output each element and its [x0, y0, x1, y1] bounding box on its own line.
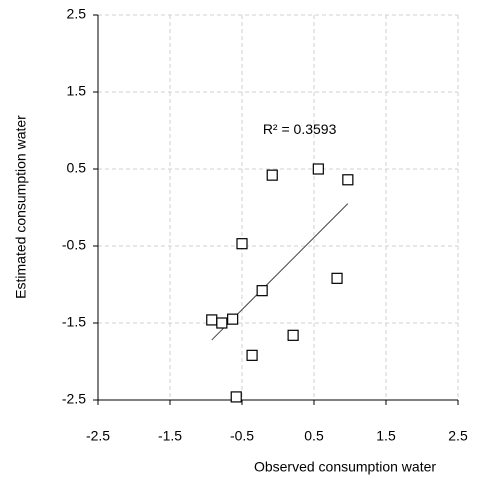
annotation: R² = 0.3593 — [263, 121, 337, 137]
marker — [216, 317, 228, 329]
y-axis-title: Estimated consumption water — [13, 115, 29, 299]
x-tick-label: 0.5 — [304, 428, 324, 444]
marker — [256, 285, 268, 297]
marker — [230, 391, 242, 403]
x-tick-label: -1.5 — [158, 428, 182, 444]
marker — [342, 174, 354, 186]
x-tick-label: -2.5 — [86, 428, 110, 444]
x-tick-label: -0.5 — [230, 428, 254, 444]
y-tick-label: 2.5 — [67, 6, 87, 22]
marker — [312, 163, 324, 175]
y-tick-label: 0.5 — [67, 160, 87, 176]
y-tick-label: -1.5 — [62, 314, 86, 330]
marker — [287, 329, 299, 341]
x-tick-label: 2.5 — [448, 428, 468, 444]
marker — [266, 169, 278, 181]
y-tick-label: 1.5 — [67, 83, 87, 99]
x-tick-label: 1.5 — [376, 428, 396, 444]
marker — [236, 238, 248, 250]
marker — [227, 313, 239, 325]
marker — [331, 272, 343, 284]
y-tick-label: -0.5 — [62, 237, 86, 253]
marker — [206, 314, 218, 326]
marker — [246, 349, 258, 361]
y-tick-label: -2.5 — [62, 391, 86, 407]
x-axis-title: Observed consumption water — [254, 459, 436, 475]
